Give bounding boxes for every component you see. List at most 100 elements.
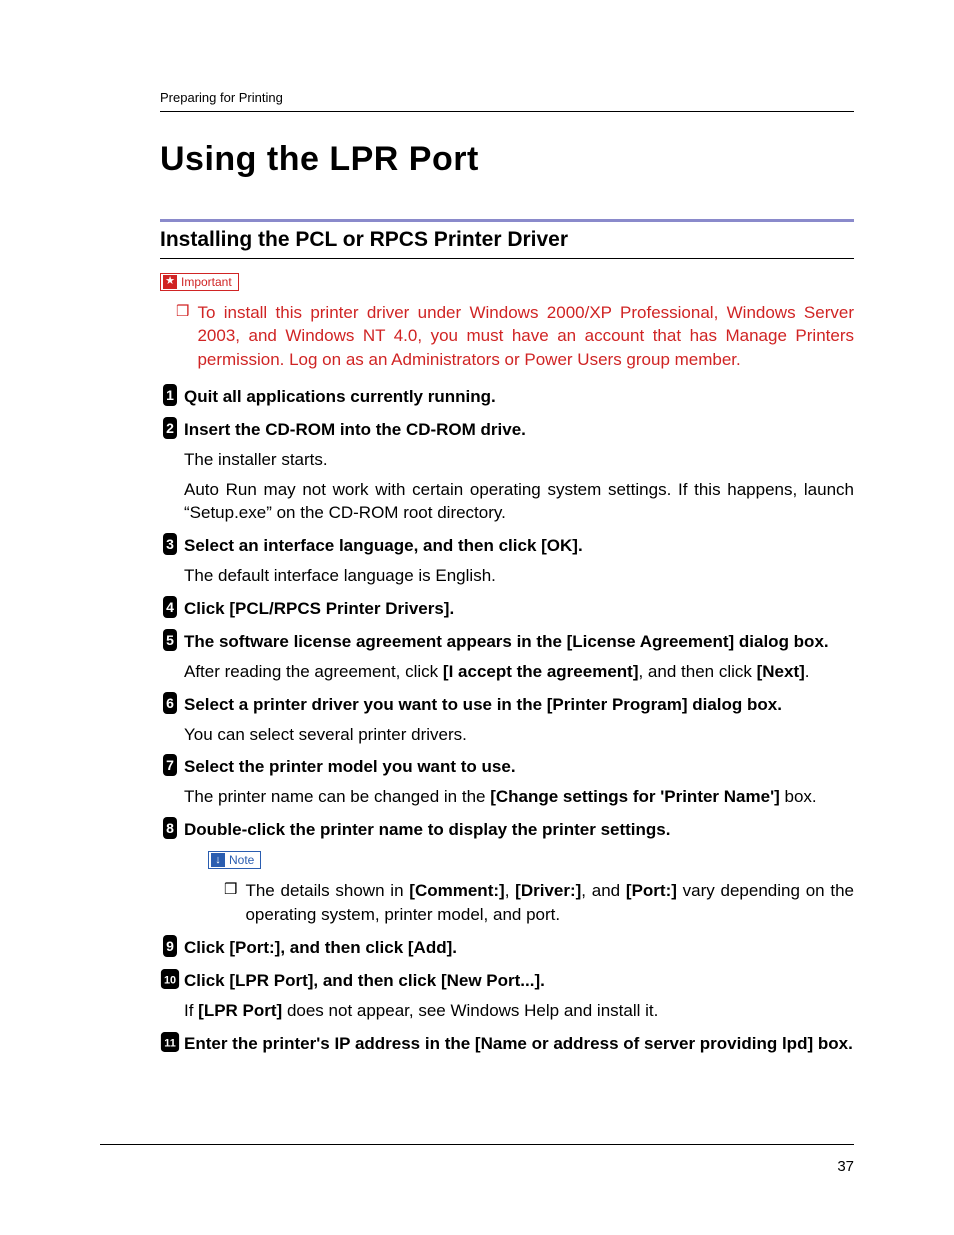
text: If — [184, 1001, 198, 1020]
text: Click — [184, 599, 229, 618]
important-label: Important — [181, 275, 232, 289]
svg-text:9: 9 — [166, 938, 174, 954]
step-number-icon: 4 — [160, 596, 180, 618]
ui-label: [PCL/RPCS Printer Drivers] — [229, 599, 449, 618]
text: The details shown in — [245, 881, 409, 900]
important-bullet: ❒ To install this printer driver under W… — [176, 301, 854, 372]
text: Select a printer driver you want to use … — [184, 695, 547, 714]
step-number-icon: 11 — [160, 1031, 180, 1053]
section-divider — [160, 219, 854, 222]
step-body: If [LPR Port] does not appear, see Windo… — [184, 999, 854, 1023]
step-body: The default interface language is Englis… — [184, 564, 854, 588]
step-number-icon: 5 — [160, 629, 180, 651]
ui-label: [Driver:] — [515, 881, 581, 900]
text: . — [805, 662, 810, 681]
step-head: Select an interface language, and then c… — [184, 535, 854, 558]
ui-label: [Add] — [408, 938, 452, 957]
step-head: Select the printer model you want to use… — [184, 756, 854, 779]
note-block: ↓ Note ❒ The details shown in [Comment:]… — [208, 850, 854, 927]
svg-text:10: 10 — [164, 975, 176, 987]
text: dialog box. — [688, 695, 782, 714]
svg-text:5: 5 — [166, 632, 174, 648]
svg-text:2: 2 — [166, 420, 174, 436]
note-callout: ↓ Note — [208, 851, 261, 869]
text: box. — [780, 787, 817, 806]
svg-text:11: 11 — [164, 1037, 176, 1049]
text: Select an interface language, and then c… — [184, 536, 541, 555]
step-number-icon: 9 — [160, 935, 180, 957]
svg-text:6: 6 — [166, 695, 174, 711]
step-head: Click [Port:], and then click [Add]. — [184, 937, 854, 960]
text: , and then click — [280, 938, 408, 957]
note-text: The details shown in [Comment:], [Driver… — [245, 879, 854, 927]
ui-label: [LPR Port] — [198, 1001, 282, 1020]
step-body: The installer starts. — [184, 448, 854, 472]
text: , and — [581, 881, 626, 900]
step-number-icon: 8 — [160, 817, 180, 839]
text: After reading the agreement, click — [184, 662, 443, 681]
text: Enter the printer's IP address in the — [184, 1034, 475, 1053]
step-head: Click [LPR Port], and then click [New Po… — [184, 970, 854, 993]
step-10: 10 Click [LPR Port], and then click [New… — [160, 970, 854, 1023]
svg-text:7: 7 — [166, 757, 174, 773]
running-head: Preparing for Printing — [160, 90, 854, 112]
important-text: To install this printer driver under Win… — [197, 301, 854, 372]
ui-label: [Printer Program] — [547, 695, 688, 714]
bullet-marker: ❒ — [224, 879, 237, 927]
step-7: 7 Select the printer model you want to u… — [160, 756, 854, 809]
step-2: 2 Insert the CD-ROM into the CD-ROM driv… — [160, 419, 854, 525]
section-heading: Installing the PCL or RPCS Printer Drive… — [160, 228, 854, 259]
note-label: Note — [229, 853, 254, 867]
ui-label: [License Agreement] — [567, 632, 735, 651]
page-number: 37 — [837, 1158, 854, 1175]
text: . — [578, 536, 583, 555]
arrow-down-icon: ↓ — [211, 853, 225, 867]
step-3: 3 Select an interface language, and then… — [160, 535, 854, 588]
ui-label: [I accept the agreement] — [443, 662, 639, 681]
step-body: Auto Run may not work with certain opera… — [184, 478, 854, 526]
text: . — [449, 599, 454, 618]
step-8: 8 Double-click the printer name to displ… — [160, 819, 854, 927]
step-9: 9 Click [Port:], and then click [Add]. — [160, 937, 854, 960]
text: The printer name can be changed in the — [184, 787, 490, 806]
svg-text:3: 3 — [166, 536, 174, 552]
text: Click — [184, 938, 229, 957]
ui-label: [Change settings for 'Printer Name'] — [490, 787, 780, 806]
step-number-icon: 1 — [160, 384, 180, 406]
note-bullet: ❒ The details shown in [Comment:], [Driv… — [224, 879, 854, 927]
step-body: You can select several printer drivers. — [184, 723, 854, 747]
ui-label: [Name or address of server providing lpd… — [475, 1034, 813, 1053]
step-head: Quit all applications currently running. — [184, 386, 854, 409]
step-number-icon: 3 — [160, 533, 180, 555]
page: Preparing for Printing Using the LPR Por… — [0, 0, 954, 1235]
ui-label: [Port:] — [229, 938, 280, 957]
step-body: After reading the agreement, click [I ac… — [184, 660, 854, 684]
bullet-marker: ❒ — [176, 301, 189, 372]
step-body: The printer name can be changed in the [… — [184, 785, 854, 809]
svg-text:4: 4 — [166, 599, 174, 615]
text: , and then click — [313, 971, 441, 990]
ui-label: [Port:] — [626, 881, 677, 900]
star-icon: ★ — [163, 275, 177, 289]
svg-text:8: 8 — [166, 820, 174, 836]
ui-label: [Comment:] — [409, 881, 504, 900]
step-number-icon: 10 — [160, 968, 180, 990]
text: . — [540, 971, 545, 990]
ui-label: [LPR Port] — [229, 971, 313, 990]
step-head: The software license agreement appears i… — [184, 631, 854, 654]
text: does not appear, see Windows Help and in… — [282, 1001, 658, 1020]
svg-text:1: 1 — [166, 387, 174, 403]
text: box. — [813, 1034, 853, 1053]
text: . — [452, 938, 457, 957]
step-head: Double-click the printer name to display… — [184, 819, 854, 842]
step-head: Select a printer driver you want to use … — [184, 694, 854, 717]
footer-rule — [100, 1144, 854, 1145]
step-head: Click [PCL/RPCS Printer Drivers]. — [184, 598, 854, 621]
text: dialog box. — [734, 632, 828, 651]
step-4: 4 Click [PCL/RPCS Printer Drivers]. — [160, 598, 854, 621]
ui-label: [OK] — [541, 536, 578, 555]
text: , and then click — [638, 662, 756, 681]
step-number-icon: 2 — [160, 417, 180, 439]
page-title: Using the LPR Port — [160, 140, 854, 179]
step-number-icon: 6 — [160, 692, 180, 714]
